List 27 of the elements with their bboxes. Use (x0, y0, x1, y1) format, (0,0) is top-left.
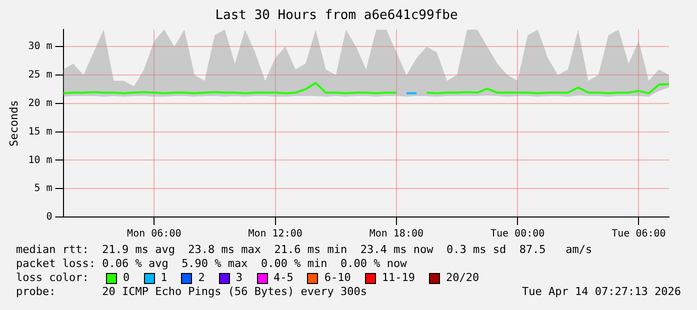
legend-label: 1 (160, 271, 168, 285)
text: Tue Apr 14 07:27:13 2026 (522, 285, 681, 299)
legend-label: 0 (123, 271, 130, 285)
y-tick-label: 20 m (28, 98, 52, 110)
y-tick-label: 25 m (28, 70, 52, 81)
x-tick-label: Tue 06:00 (612, 228, 666, 240)
y-axis-title: Seconds (7, 100, 20, 146)
text: packet loss: 0.06 % avg 5.90 % max 0.00 % min 0.00 % now (16, 257, 408, 271)
legend-label: 6-10 (324, 271, 351, 285)
y-tick-label: 0 (46, 212, 52, 223)
legend-title: loss color: (16, 271, 90, 285)
y-tick-label: 30 m (28, 41, 52, 52)
y-tick-label: 5 m (34, 183, 52, 194)
text: median rtt: 21.9 ms avg 23.8 ms max 21.6 ms min 23.4 ms now 0.3 ms sd 87.5 am/s (16, 243, 594, 257)
legend-label: 11-19 (382, 271, 415, 285)
legend-label: 4-5 (274, 271, 294, 285)
legend-label: 2 (198, 271, 205, 285)
x-tick-label: Mon 06:00 (127, 228, 182, 240)
x-tick-label: Tue 00:00 (490, 228, 545, 240)
x-tick-label: Mon 18:00 (369, 228, 424, 240)
x-tick-label: Mon 12:00 (248, 228, 302, 240)
legend-label: 20/20 (446, 271, 480, 285)
y-tick-label: 10 m (28, 154, 52, 166)
y-tick-label: 15 m (28, 126, 52, 138)
chart-title: Last 30 Hours from a6e641c99fbe (215, 8, 458, 24)
text: probe: 20 ICMP Echo Pings (56 Bytes) every 300s (16, 285, 367, 299)
legend-label: 3 (236, 271, 242, 285)
